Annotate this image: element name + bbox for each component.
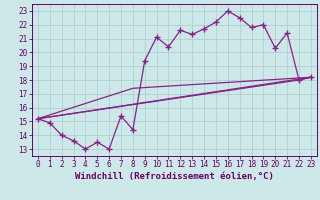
X-axis label: Windchill (Refroidissement éolien,°C): Windchill (Refroidissement éolien,°C) xyxy=(75,172,274,181)
